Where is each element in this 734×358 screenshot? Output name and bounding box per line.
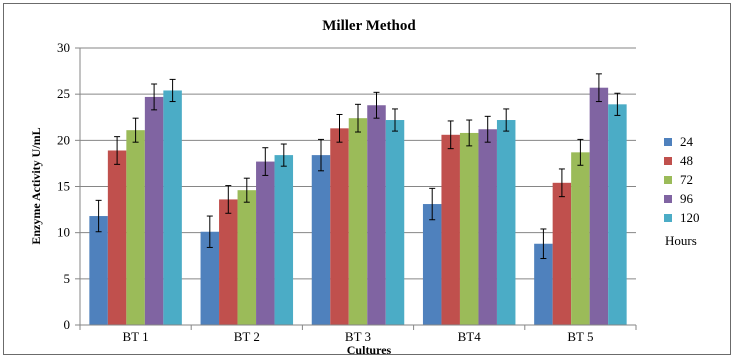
y-axis-label: Enzyme Activity U/mL (29, 127, 43, 244)
bar-bt2-48h (219, 199, 238, 325)
legend-label-72: 72 (680, 172, 693, 187)
bar-bt1-24h (89, 216, 108, 325)
bar-bt1-72h (126, 130, 145, 325)
bar-bt2-24h (200, 231, 220, 325)
bar-bt5-120h (608, 104, 627, 325)
y-tick-label: 20 (57, 132, 70, 147)
bar-bt3-48h (330, 128, 349, 325)
bar-bt4-48h (441, 134, 460, 325)
bar-bt1-48h (107, 150, 127, 325)
bar-bt2-72h (237, 190, 257, 325)
y-tick-label: 5 (64, 271, 71, 286)
legend-title: Hours (665, 233, 697, 248)
legend: Hours 24 48 72 96 120 (664, 134, 700, 248)
legend-swatch-120 (664, 214, 672, 222)
legend-label-24: 24 (680, 134, 694, 149)
y-tick-label: 15 (57, 179, 70, 194)
legend-swatch-72 (664, 176, 672, 184)
x-tick-label: BT 3 (345, 329, 371, 344)
bar-bt5-96h (589, 87, 609, 325)
bar-bt5-72h (571, 152, 590, 325)
ticks: 0 5 10 15 20 25 30 BT 1 BT 2 BT 3 BT4 BT 5 (57, 40, 637, 344)
bar-bt4-120h (496, 120, 516, 326)
bar-bt1-96h (144, 96, 164, 325)
bar-bt4-72h (459, 132, 479, 325)
bar-bt3-24h (311, 155, 331, 325)
y-tick-label: 25 (57, 86, 70, 101)
legend-label-96: 96 (680, 191, 694, 206)
bar-bt2-96h (256, 161, 275, 325)
legend-label-120: 120 (680, 210, 700, 225)
bar-bt5-24h (534, 243, 553, 325)
y-tick-label: 0 (64, 317, 71, 332)
bars (89, 73, 627, 326)
x-tick-label: BT 2 (234, 329, 260, 344)
legend-swatch-96 (664, 195, 672, 203)
legend-swatch-24 (664, 138, 672, 146)
bar-bt3-120h (385, 120, 405, 326)
legend-label-48: 48 (680, 153, 693, 168)
legend-swatch-48 (664, 157, 672, 165)
y-tick-label: 30 (57, 40, 70, 55)
x-axis-label: Cultures (347, 343, 392, 357)
bar-bt4-24h (422, 204, 442, 325)
bar-bt3-96h (367, 105, 386, 325)
x-tick-label: BT 5 (567, 329, 593, 344)
chart-title: Miller Method (322, 18, 416, 34)
x-tick-label: BT4 (458, 329, 482, 344)
bar-bt5-48h (552, 182, 572, 325)
y-tick-label: 10 (57, 225, 70, 240)
x-tick-label: BT 1 (123, 329, 149, 344)
bar-bt3-72h (348, 118, 368, 325)
bar-bt2-120h (274, 155, 294, 325)
bar-bt4-96h (478, 129, 497, 325)
bar-bt1-120h (163, 90, 182, 326)
